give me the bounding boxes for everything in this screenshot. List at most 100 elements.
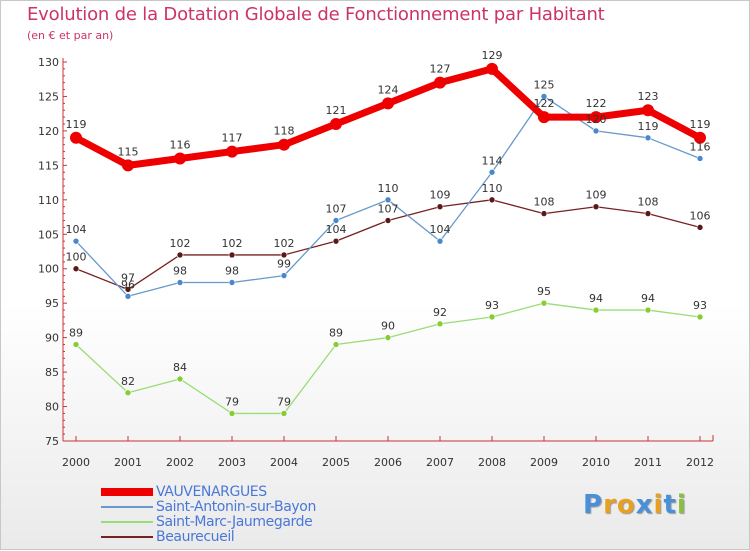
- data-label: 110: [378, 182, 399, 195]
- data-point: [696, 224, 704, 231]
- data-point: [644, 306, 652, 314]
- data-point: [434, 76, 446, 89]
- data-label: 89: [329, 327, 343, 340]
- data-label: 102: [222, 237, 243, 250]
- legend-swatch-1: [101, 506, 153, 508]
- x-tick-label: 2006: [374, 456, 402, 469]
- legend-swatch-3: [101, 536, 153, 538]
- data-label: 98: [173, 265, 187, 278]
- data-point: [540, 210, 548, 217]
- legend-swatch-0: [101, 488, 153, 496]
- data-point: [280, 272, 288, 279]
- y-tick-label: 110: [38, 194, 59, 207]
- data-label: 120: [586, 113, 607, 126]
- data-point: [384, 217, 392, 224]
- x-tick-label: 2003: [218, 456, 246, 469]
- data-label: 121: [326, 104, 347, 117]
- data-label: 92: [433, 306, 447, 319]
- data-label: 82: [121, 375, 135, 388]
- logo-letter: o: [616, 490, 636, 520]
- data-label: 84: [173, 361, 187, 374]
- data-label: 109: [586, 189, 607, 202]
- proxiti-logo: Proxiti: [583, 490, 687, 520]
- y-tick-label: 105: [38, 228, 59, 241]
- legend: VAUVENARGUES Saint-Antonin-sur-Bayon Sai…: [101, 485, 401, 545]
- data-label: 109: [430, 189, 451, 202]
- x-tick-label: 2008: [478, 456, 506, 469]
- logo-letter: x: [635, 490, 654, 520]
- legend-label: VAUVENARGUES: [156, 484, 267, 500]
- x-tick-label: 2002: [166, 456, 194, 469]
- x-tick-label: 2010: [582, 456, 610, 469]
- data-label: 95: [537, 285, 551, 298]
- y-tick-label: 85: [45, 366, 59, 379]
- y-tick-label: 80: [45, 401, 59, 414]
- y-tick-label: 75: [45, 435, 59, 448]
- y-tick-label: 100: [38, 263, 59, 276]
- data-point: [486, 62, 498, 75]
- y-tick-label: 130: [38, 56, 59, 69]
- data-label: 93: [485, 299, 499, 312]
- data-point: [124, 389, 132, 397]
- data-label: 119: [66, 118, 87, 131]
- data-label: 94: [641, 292, 655, 305]
- data-label: 94: [589, 292, 603, 305]
- data-label: 97: [121, 271, 135, 284]
- data-point: [176, 279, 184, 286]
- data-label: 102: [274, 237, 295, 250]
- data-point: [540, 93, 548, 100]
- data-label: 90: [381, 320, 395, 333]
- legend-label: Saint-Antonin-sur-Bayon: [156, 499, 316, 515]
- data-point: [332, 217, 340, 224]
- data-label: 117: [222, 132, 243, 145]
- data-point: [488, 313, 496, 321]
- data-label: 93: [693, 299, 707, 312]
- logo-letter: P: [583, 490, 604, 520]
- data-point: [330, 118, 342, 131]
- data-point: [696, 313, 704, 321]
- data-label: 99: [277, 258, 291, 271]
- data-point: [436, 320, 444, 328]
- data-label: 119: [638, 120, 659, 133]
- data-label: 89: [69, 327, 83, 340]
- data-point: [226, 145, 238, 158]
- data-label: 116: [690, 140, 711, 153]
- data-label: 116: [170, 138, 191, 151]
- data-label: 122: [586, 97, 607, 110]
- data-point: [384, 334, 392, 341]
- x-tick-label: 2009: [530, 456, 558, 469]
- x-tick-label: 2012: [686, 456, 714, 469]
- y-tick-label: 90: [45, 332, 59, 345]
- data-label: 96: [121, 278, 135, 291]
- data-point: [694, 131, 706, 144]
- data-point: [538, 111, 550, 124]
- data-point: [644, 134, 652, 142]
- data-point: [70, 131, 82, 144]
- data-point: [332, 341, 340, 348]
- data-label: 98: [225, 265, 239, 278]
- y-tick-label: 125: [38, 90, 59, 103]
- x-tick-label: 2000: [62, 456, 90, 469]
- data-label: 79: [225, 395, 239, 408]
- logo-letter: r: [603, 490, 617, 520]
- chart-title: Evolution de la Dotation Globale de Fonc…: [27, 4, 605, 25]
- chart-subtitle: (en € et par an): [27, 29, 114, 42]
- data-point: [124, 292, 132, 300]
- data-point: [124, 286, 132, 293]
- legend-swatch-2: [101, 521, 153, 523]
- data-label: 100: [66, 251, 87, 264]
- data-label: 127: [430, 63, 451, 76]
- logo-letter: t: [663, 490, 677, 520]
- data-point: [278, 138, 290, 151]
- data-point: [228, 410, 236, 417]
- data-label: 104: [66, 223, 87, 236]
- data-label: 79: [277, 395, 291, 408]
- logo-letter: i: [653, 490, 664, 520]
- data-point: [176, 375, 184, 383]
- data-label: 119: [690, 118, 711, 131]
- data-label: 107: [326, 202, 347, 215]
- y-tick-label: 120: [38, 125, 59, 138]
- data-point: [696, 155, 704, 162]
